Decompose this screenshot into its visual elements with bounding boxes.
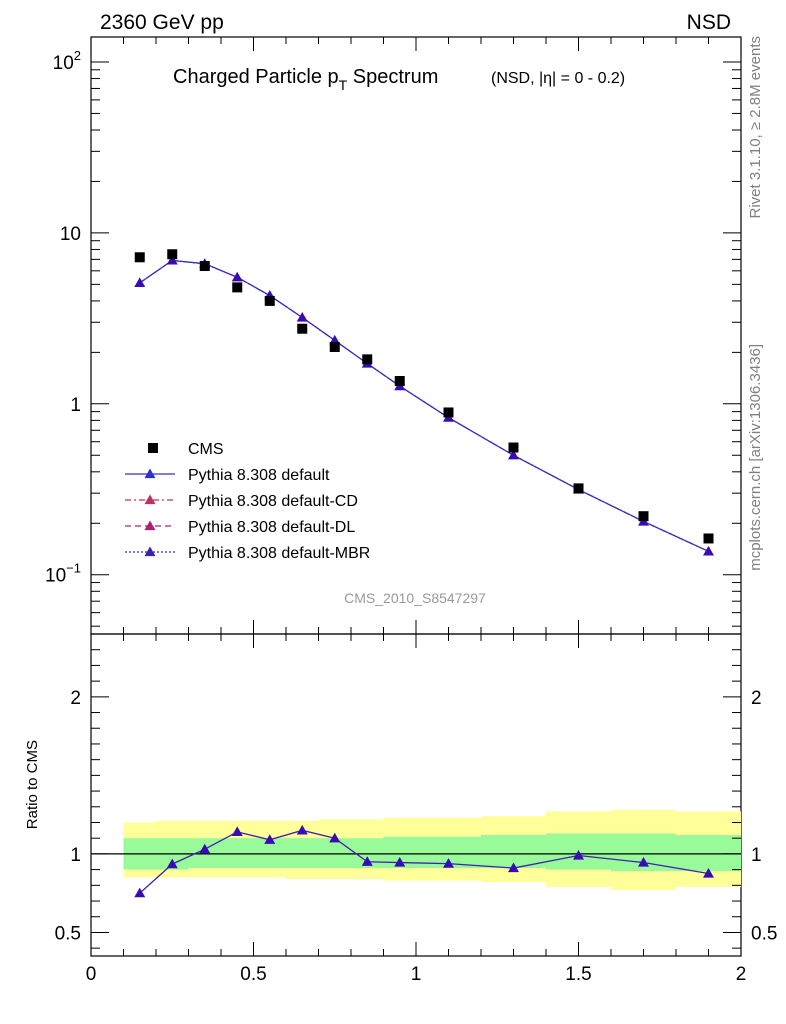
ratio-point-9 [443,858,454,868]
ratio-point-4 [264,834,276,844]
y-tick-label-ratio-right-1: 1 [751,845,762,866]
y-tick-label-main-2: 1 [70,395,81,416]
plot-title-detail: (NSD, |η| = 0 - 0.2) [491,70,625,87]
band-inner-3 [221,838,254,869]
band-inner-13 [676,835,741,872]
y-tick-label-main-1: 10 [60,224,81,245]
ratio-point-3 [231,826,243,837]
y-tick-label-ratio-right-0: 0.5 [751,923,777,944]
legend-marker-2 [144,494,156,505]
cms-point-2 [199,261,210,272]
plot-title: Charged Particle pT Spectrum [173,66,438,93]
plot-title-subscript: T [339,77,348,93]
y-tick-label-ratio-left-2: 2 [70,688,81,709]
y-tick-label-ratio-right-2: 2 [751,688,762,709]
cms-point-7 [362,354,373,365]
x-tick-label-0: 0 [86,964,97,985]
cms-point-3 [232,282,243,293]
y-tick-label-exponent: 2 [74,48,81,63]
cms-point-1 [167,249,178,260]
legend-label-2: Pythia 8.308 default-CD [188,493,358,510]
y-tick-label-ratio-left-0: 0.5 [55,923,81,944]
mc-point-1 [166,254,178,265]
x-tick-label-3: 1.5 [565,964,591,985]
mc-point-10 [508,449,519,460]
legend-marker-cms [148,443,158,453]
side-rivet-label: Rivet 3.1.10, ≥ 2.8M events [747,36,764,219]
band-inner-6 [318,838,351,869]
legend: CMS Pythia 8.308 default Pythia 8.308 defa… [125,441,370,562]
legend-label-0: CMS [188,441,224,458]
side-mcplots-label: mcplots.cern.ch [arXiv:1306.3436] [747,344,764,571]
main-plot-marks [134,249,714,556]
cms-point-0 [134,252,145,263]
mc-point-3 [231,271,243,282]
x-tick-label-4: 2 [736,964,747,985]
legend-marker-4 [144,546,156,557]
legend-label-1: Pythia 8.308 default [188,467,330,484]
header-energy-label: 2360 GeV pp [100,11,224,34]
y-tick-label-exponent: −1 [66,561,81,576]
y-tick-label-main-0: 102 [53,48,81,74]
y-tick-label-base: 1 [70,395,81,416]
mc-point-5 [296,311,308,322]
band-inner-5 [286,838,319,869]
cms-point-13 [703,533,714,544]
legend-marker-1 [144,468,156,479]
ratio-point-10 [508,862,519,873]
mc-point-13 [703,545,714,556]
analysis-watermark: CMS_2010_S8547297 [344,590,486,606]
ratio-point-6 [329,832,341,843]
ratio-line [139,829,709,894]
cms-point-9 [443,407,454,418]
ratio-point-1 [166,858,178,869]
legend-label-3: Pythia 8.308 default-DL [188,519,355,536]
mc-point-0 [134,277,146,287]
ratio-point-13 [703,868,714,878]
ratio-plot-frame [90,633,742,957]
header-process-label: NSD [687,11,731,34]
ratio-plot-marks [91,824,741,898]
legend-label-4: Pythia 8.308 default-MBR [188,545,370,562]
cms-point-10 [508,442,519,453]
cms-point-12 [638,511,649,522]
y-tick-label-main-3: 10−1 [45,561,81,587]
ratio-point-7 [361,856,373,866]
ratio-point-2 [199,843,211,854]
x-tick-label-1: 0.5 [240,964,266,985]
cms-point-8 [394,375,405,386]
ratio-point-5 [296,824,308,835]
series-line-1 [139,259,709,552]
axis-ticks [90,37,742,956]
x-tick-label-2: 1 [411,964,422,985]
ratio-ylabel: Ratio to CMS [24,740,41,829]
y-tick-label-base: 10 [53,53,74,74]
ratio-point-12 [638,857,649,867]
cms-point-4 [264,295,275,306]
cms-point-11 [573,483,584,494]
cms-point-5 [297,323,308,334]
plot-title-main-end: Spectrum [347,66,438,88]
y-tick-label-ratio-left-1: 1 [70,845,81,866]
cms-point-6 [329,341,340,352]
ratio-uncertainty-bands [123,809,741,891]
ratio-point-11 [573,849,584,860]
ratio-point-0 [134,887,146,898]
y-tick-label-base: 10 [45,566,66,587]
y-tick-label-base: 10 [60,224,81,245]
legend-marker-3 [144,520,156,531]
ratio-point-8 [394,857,406,867]
plot-title-main: Charged Particle p [173,66,339,88]
